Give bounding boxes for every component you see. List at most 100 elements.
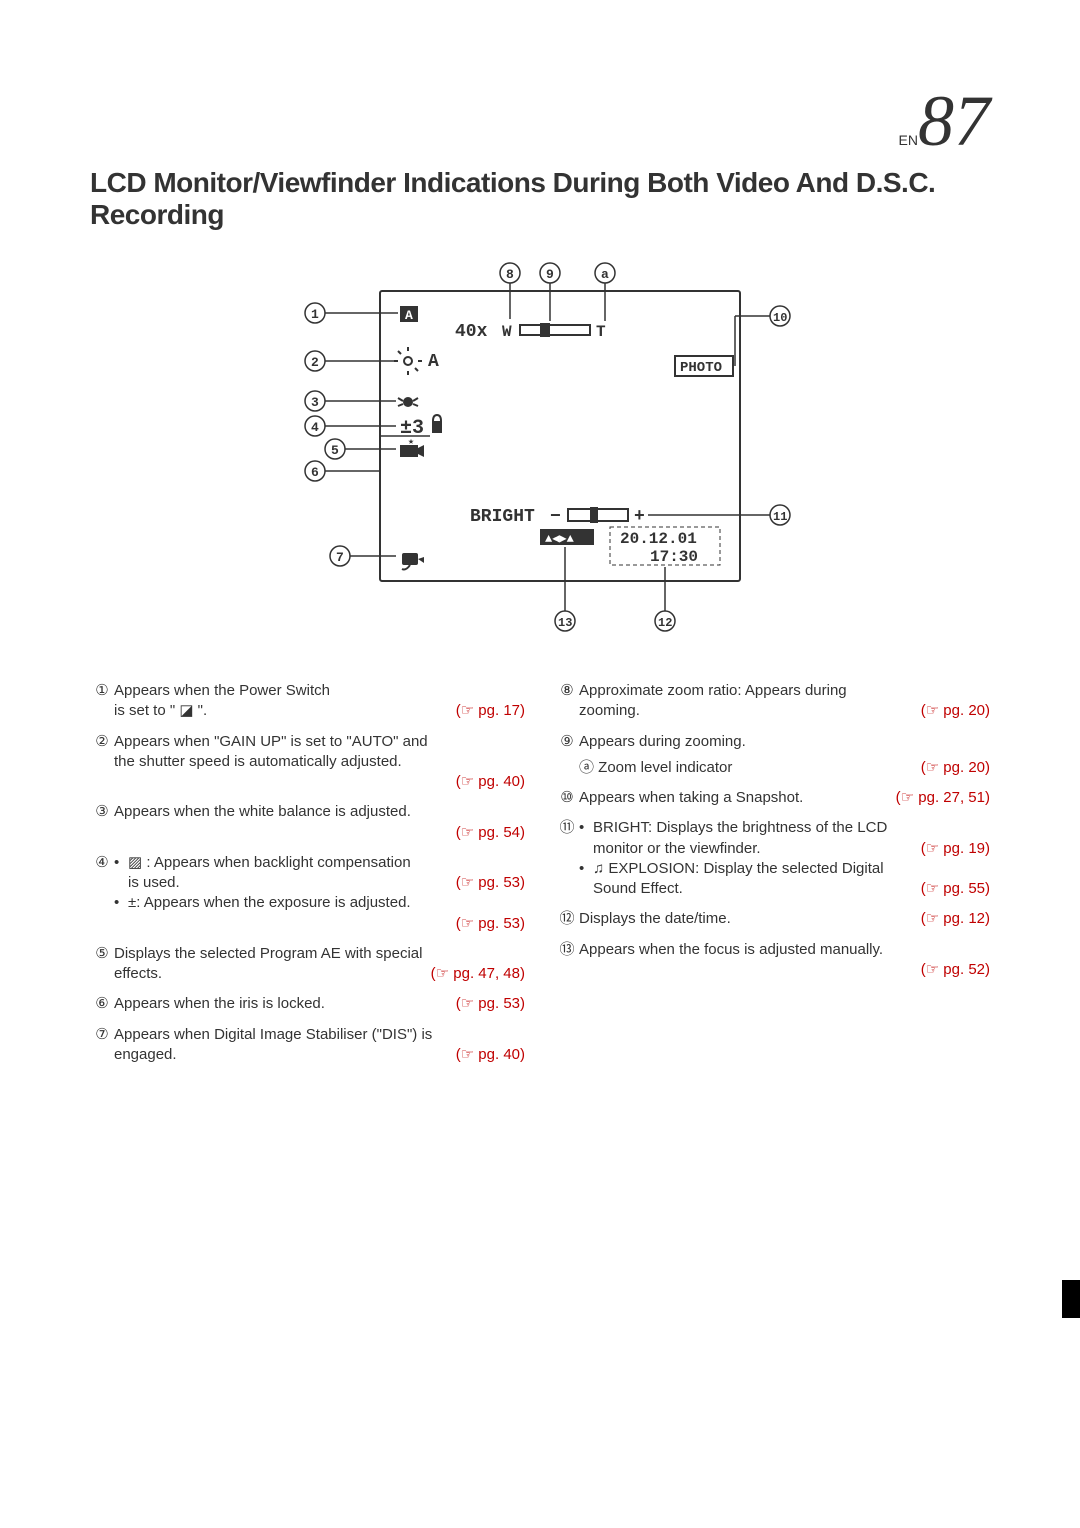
list-item: ⑨Appears during zooming. ⓐ Zoom level ind… [555, 732, 990, 779]
sub-bullet: •♫ EXPLOSION: Display the selected Digit… [579, 859, 990, 900]
svg-text:BRIGHT: BRIGHT [470, 507, 535, 527]
svg-text:★: ★ [408, 437, 414, 448]
bullet-line2: monitor or the viewfinder.(☞ pg. 19) [593, 839, 990, 859]
item-body: Appears when the white balance is adjust… [114, 802, 525, 843]
page-ref: (☞ pg. 54) [456, 823, 525, 843]
page-big-number: 87 [918, 81, 990, 161]
bullet-text: ♫ EXPLOSION: Display the selected Digita… [593, 859, 990, 879]
bullet-text2: Sound Effect. [593, 879, 683, 899]
item-line: Approximate zoom ratio: Appears during [579, 681, 990, 701]
svg-text:A: A [428, 352, 439, 372]
bullet-text: ▨ : Appears when backlight compensation [128, 853, 525, 873]
item-body: •BRIGHT: Displays the brightness of the … [579, 818, 990, 899]
item-body: Appears when "GAIN UP" is set to "AUTO" … [114, 732, 525, 793]
right-column: ⑧Approximate zoom ratio: Appears duringz… [555, 681, 990, 1075]
page-ref: (☞ pg. 55) [921, 879, 990, 899]
item-text: ⓐ Zoom level indicator [579, 758, 732, 778]
item-number: ① [90, 681, 114, 722]
list-item: ⑦Appears when Digital Image Stabiliser (… [90, 1025, 525, 1066]
page-ref: (☞ pg. 20) [921, 701, 990, 721]
item-body: Appears when the iris is locked.(☞ pg. 5… [114, 994, 525, 1014]
bullet-body: BRIGHT: Displays the brightness of the L… [593, 818, 990, 859]
item-number: ④ [90, 853, 114, 934]
svg-text:−: − [550, 507, 561, 527]
item-text: effects. [114, 964, 162, 984]
item-number: ⑩ [555, 788, 579, 808]
item-line: Displays the selected Program AE with sp… [114, 944, 525, 964]
bullet-line2: (☞ pg. 53) [128, 914, 525, 934]
svg-text:5: 5 [331, 443, 339, 458]
item-number: ⑥ [90, 994, 114, 1014]
item-body: Approximate zoom ratio: Appears duringzo… [579, 681, 990, 722]
diagram-container: A 40x W T A PHOTO ±3 ★ BRIGHT − + [90, 261, 990, 641]
item-line: Appears when "GAIN UP" is set to "AUTO" … [114, 732, 525, 752]
page-number: EN87 [90, 80, 990, 163]
bullet-body: ±: Appears when the exposure is adjusted… [128, 893, 525, 934]
list-item: ⑤Displays the selected Program AE with s… [90, 944, 525, 985]
bullet-marker: • [114, 893, 128, 934]
list-item: ⑬Appears when the focus is adjusted manu… [555, 940, 990, 981]
item-number: ⑬ [555, 940, 579, 981]
item-number: ③ [90, 802, 114, 843]
item-text: zooming. [579, 701, 640, 721]
page-ref: (☞ pg. 53) [456, 873, 525, 893]
item-line: (☞ pg. 40) [114, 772, 525, 792]
sub-bullet: •BRIGHT: Displays the brightness of the … [579, 818, 990, 859]
item-text: Appears during zooming. [579, 732, 746, 752]
item-text: Appears when taking a Snapshot. [579, 788, 803, 808]
item-body: Appears when the Power Switchis set to "… [114, 681, 525, 722]
svg-text:2: 2 [311, 355, 319, 370]
svg-text:3: 3 [311, 395, 319, 410]
item-line: Appears during zooming. [579, 732, 990, 752]
item-line: Appears when the iris is locked.(☞ pg. 5… [114, 994, 525, 1014]
bullet-marker: • [579, 859, 593, 900]
item-line: (☞ pg. 54) [114, 823, 525, 843]
item-body: Displays the selected Program AE with sp… [114, 944, 525, 985]
svg-text:A: A [405, 308, 413, 323]
item-text: engaged. [114, 1045, 177, 1065]
bullet-marker: • [114, 853, 128, 894]
item-number: ⑨ [555, 732, 579, 779]
svg-text:PHOTO: PHOTO [680, 360, 722, 376]
svg-text:a: a [601, 267, 609, 282]
description-columns: ①Appears when the Power Switchis set to … [90, 681, 990, 1075]
svg-text:17:30: 17:30 [650, 548, 698, 566]
svg-text:10: 10 [773, 311, 787, 325]
item-line: effects.(☞ pg. 47, 48) [114, 964, 525, 984]
item-text: Appears when Digital Image Stabiliser ("… [114, 1025, 432, 1045]
item-line: Appears when the white balance is adjust… [114, 802, 525, 822]
svg-text:4: 4 [311, 420, 319, 435]
item-text: Appears when "GAIN UP" is set to "AUTO" … [114, 732, 428, 752]
item-text: Appears when the Power Switch [114, 681, 330, 701]
item-number: ⑦ [90, 1025, 114, 1066]
list-item: ⑥Appears when the iris is locked.(☞ pg. … [90, 994, 525, 1014]
svg-text:12: 12 [658, 616, 672, 630]
item-text: Displays the date/time. [579, 909, 731, 929]
item-line: the shutter speed is automatically adjus… [114, 752, 525, 772]
item-body: Appears when taking a Snapshot. (☞ pg. 27… [579, 788, 990, 808]
sub-bullet: •±: Appears when the exposure is adjuste… [114, 893, 525, 934]
item-line: is set to " ◪ ". (☞ pg. 17) [114, 701, 525, 721]
item-line: (☞ pg. 52) [579, 960, 990, 980]
bullet-line2: is used.(☞ pg. 53) [128, 873, 525, 893]
item-subline: ⓐ Zoom level indicator(☞ pg. 20) [579, 758, 990, 778]
item-text: is set to " ◪ ". [114, 701, 207, 721]
item-text: Displays the selected Program AE with sp… [114, 944, 422, 964]
main-heading: LCD Monitor/Viewfinder Indications Durin… [90, 167, 990, 231]
item-number: ⑪ [555, 818, 579, 899]
item-text: the shutter speed is automatically adjus… [114, 752, 402, 772]
list-item: ②Appears when "GAIN UP" is set to "AUTO"… [90, 732, 525, 793]
svg-text:20.12.01: 20.12.01 [620, 530, 697, 548]
svg-text:▲◀▶▲: ▲◀▶▲ [545, 532, 575, 546]
item-body: Appears when the focus is adjusted manua… [579, 940, 990, 981]
page-ref: (☞ pg. 27, 51) [896, 788, 990, 808]
svg-text:11: 11 [773, 510, 787, 524]
page-ref: (☞ pg. 17) [456, 701, 525, 721]
bullet-marker: • [579, 818, 593, 859]
item-number: ⑧ [555, 681, 579, 722]
side-tab-marker [1062, 1280, 1080, 1318]
item-line: Displays the date/time.(☞ pg. 12) [579, 909, 990, 929]
svg-text:W: W [502, 323, 512, 341]
list-item: ④•▨ : Appears when backlight compensatio… [90, 853, 525, 934]
item-body: Displays the date/time.(☞ pg. 12) [579, 909, 990, 929]
